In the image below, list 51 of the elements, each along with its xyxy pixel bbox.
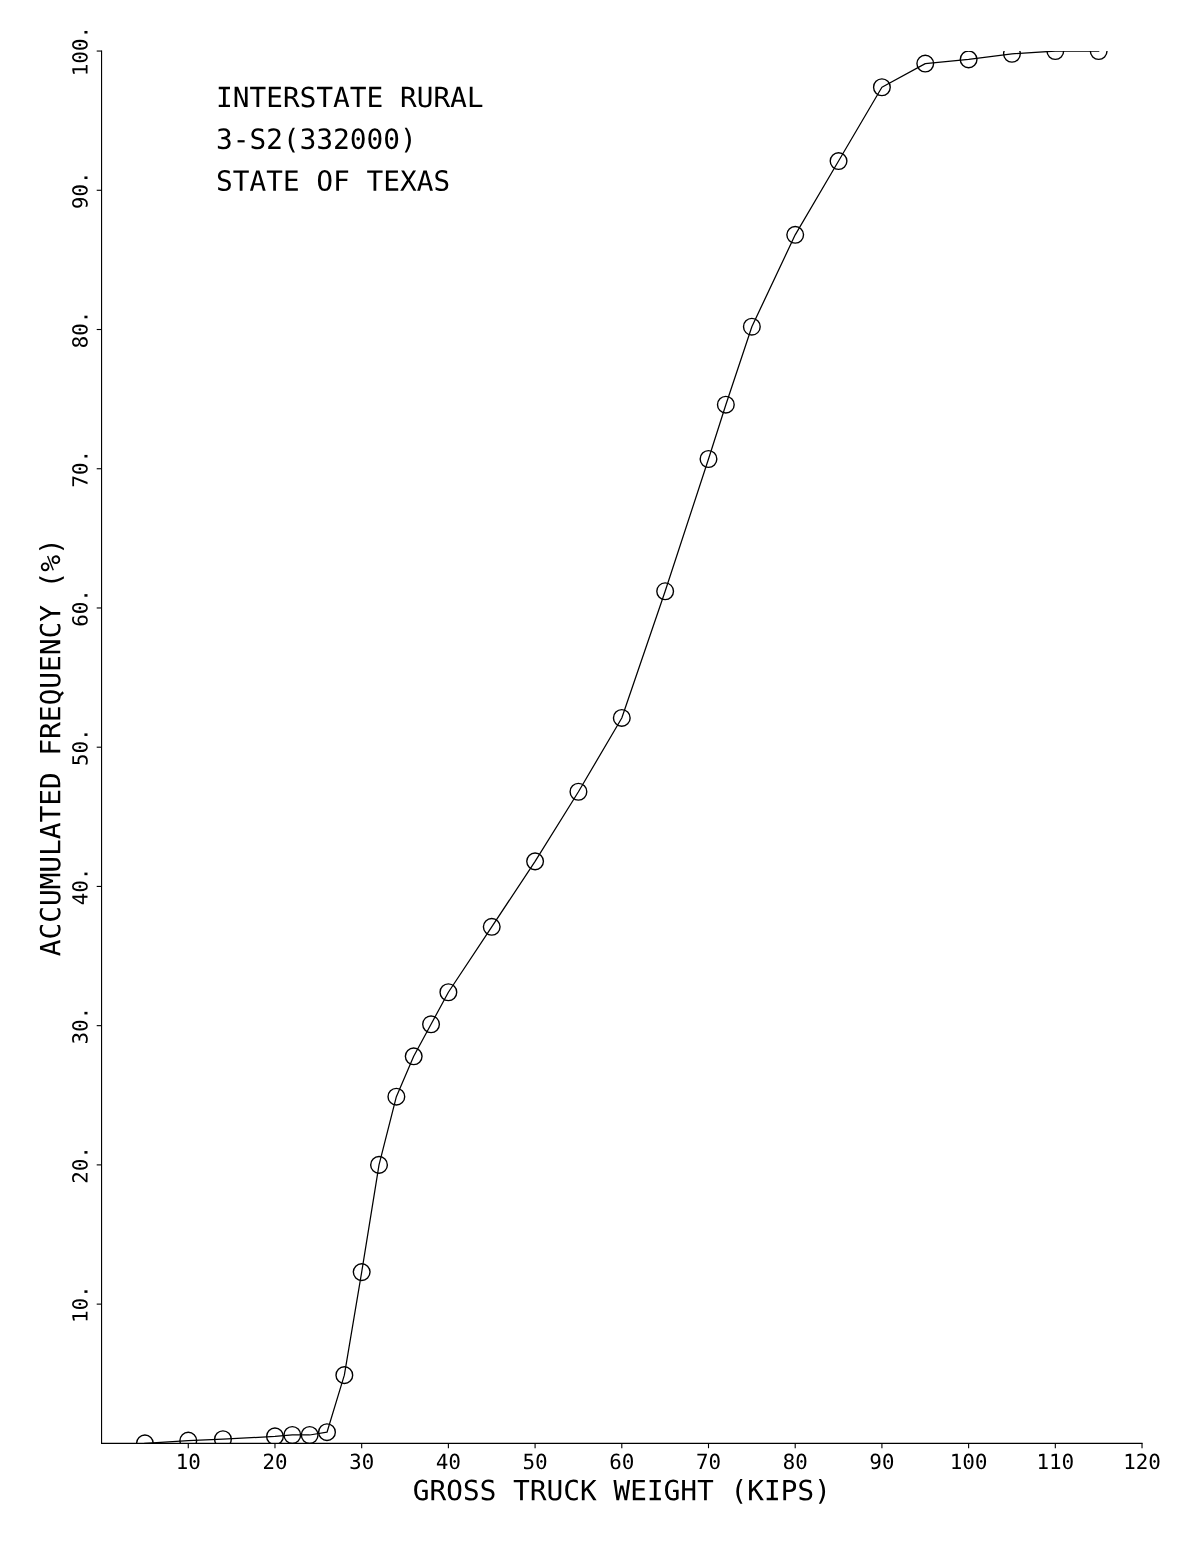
x-tick-label: 90 bbox=[870, 1453, 894, 1470]
x-axis-title: GROSS TRUCK WEIGHT (KIPS) bbox=[414, 1479, 826, 1504]
x-tick-label: 70 bbox=[697, 1453, 720, 1470]
x-tick-label: 10 bbox=[178, 1453, 200, 1470]
point bbox=[916, 54, 935, 73]
point bbox=[742, 317, 761, 336]
point bbox=[439, 983, 458, 1002]
y-axis-title: ACCUMULATED FREQUENCY (%) bbox=[39, 543, 64, 956]
y-tick-label: 80. bbox=[72, 315, 88, 347]
y-tick-label: 100. bbox=[72, 30, 88, 74]
point bbox=[404, 1047, 423, 1066]
y-tick-label: 10. bbox=[72, 1290, 88, 1321]
point bbox=[369, 1155, 389, 1174]
point bbox=[265, 1427, 285, 1444]
point bbox=[569, 782, 588, 801]
x-tick-label: 80 bbox=[784, 1453, 807, 1470]
x-tick-label: 60 bbox=[610, 1453, 633, 1470]
point bbox=[335, 1366, 354, 1385]
x-tick-label: 30 bbox=[350, 1453, 373, 1470]
x-tick-label: 110 bbox=[1039, 1453, 1073, 1470]
y-tick-label: 70. bbox=[72, 454, 88, 487]
point bbox=[300, 1425, 319, 1444]
point bbox=[699, 449, 718, 469]
point bbox=[829, 152, 848, 171]
point bbox=[656, 582, 675, 601]
y-tick-label: 20. bbox=[72, 1151, 88, 1183]
point bbox=[352, 1263, 371, 1282]
y-tick-label: 30. bbox=[72, 1011, 88, 1044]
y-tick-label: 90. bbox=[72, 176, 88, 208]
annotation: INTERSTATE RURAL bbox=[218, 86, 483, 108]
x-tick-label: 40 bbox=[436, 1453, 460, 1470]
x-tick-label: 20 bbox=[263, 1453, 287, 1470]
annotation: STATE OF TEXAS bbox=[217, 170, 449, 192]
point bbox=[716, 395, 735, 414]
point bbox=[317, 1423, 337, 1442]
point bbox=[959, 51, 978, 69]
y-tick-label: 60. bbox=[72, 594, 88, 626]
y-tick-label: 40. bbox=[72, 872, 88, 905]
point bbox=[612, 708, 631, 727]
point bbox=[482, 917, 501, 936]
point bbox=[387, 1087, 406, 1106]
x-tick-label: 50 bbox=[524, 1453, 547, 1470]
point bbox=[526, 852, 545, 871]
point bbox=[422, 1015, 441, 1034]
x-tick-label: 100 bbox=[952, 1453, 987, 1470]
point bbox=[283, 1425, 302, 1444]
point bbox=[872, 78, 891, 97]
annotation: 3-S2(332000) bbox=[217, 127, 411, 153]
x-tick-label: 120 bbox=[1125, 1453, 1160, 1470]
y-tick-label: 50. bbox=[72, 733, 88, 765]
point bbox=[786, 225, 805, 244]
